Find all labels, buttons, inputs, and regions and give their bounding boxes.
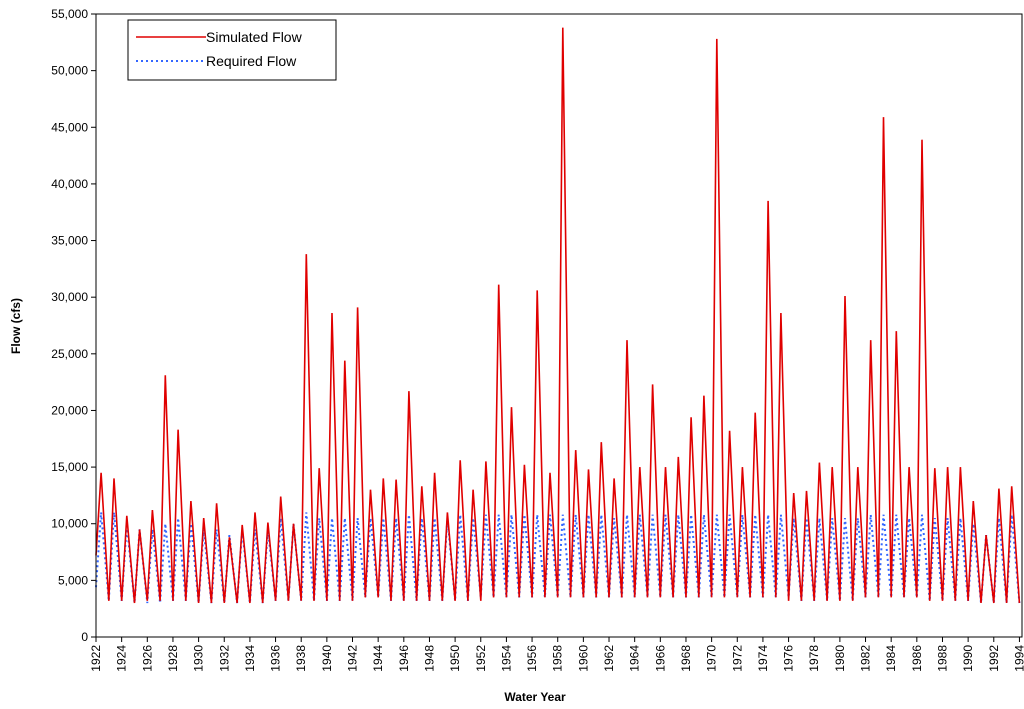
- x-tick-label: 1946: [397, 645, 411, 672]
- x-tick-label: 1992: [987, 645, 1001, 672]
- y-tick-label: 50,000: [51, 64, 88, 78]
- x-tick-label: 1952: [474, 645, 488, 672]
- x-tick-label: 1964: [628, 645, 642, 672]
- y-tick-label: 40,000: [51, 177, 88, 191]
- x-tick-label: 1986: [910, 645, 924, 672]
- y-tick-label: 5,000: [58, 573, 88, 587]
- x-tick-label: 1922: [89, 645, 103, 672]
- y-tick-label: 30,000: [51, 290, 88, 304]
- x-tick-label: 1928: [166, 645, 180, 672]
- x-tick-label: 1976: [782, 645, 796, 672]
- plot-frame: [95, 13, 1023, 638]
- y-tick-label: 10,000: [51, 517, 88, 531]
- x-tick-label: 1990: [961, 645, 975, 672]
- y-tick-label: 45,000: [51, 120, 88, 134]
- x-tick-label: 1924: [115, 645, 129, 672]
- x-tick-label: 1962: [602, 645, 616, 672]
- x-tick-label: 1930: [192, 645, 206, 672]
- x-tick-label: 1988: [935, 645, 949, 672]
- x-tick-label: 1936: [269, 645, 283, 672]
- x-tick-label: 1968: [679, 645, 693, 672]
- x-tick-label: 1970: [705, 645, 719, 672]
- x-tick-label: 1926: [140, 645, 154, 672]
- x-tick-label: 1944: [371, 645, 385, 672]
- x-tick-label: 1974: [756, 645, 770, 672]
- x-tick-label: 1994: [1012, 645, 1024, 672]
- x-tick-label: 1948: [422, 645, 436, 672]
- x-tick-label: 1958: [551, 645, 565, 672]
- y-tick-label: 55,000: [51, 7, 88, 21]
- y-axis-label: Flow (cfs): [9, 298, 23, 354]
- x-tick-label: 1934: [243, 645, 257, 672]
- legend-label: Simulated Flow: [206, 29, 303, 45]
- x-tick-label: 1960: [576, 645, 590, 672]
- y-tick-label: 0: [81, 630, 88, 644]
- x-tick-label: 1932: [217, 645, 231, 672]
- x-tick-label: 1938: [294, 645, 308, 672]
- series-line: [95, 27, 1021, 604]
- x-tick-label: 1942: [346, 645, 360, 672]
- y-tick-label: 20,000: [51, 403, 88, 417]
- x-tick-label: 1972: [730, 645, 744, 672]
- x-tick-label: 1978: [807, 645, 821, 672]
- x-tick-label: 1980: [833, 645, 847, 672]
- x-tick-label: 1982: [859, 645, 873, 672]
- x-tick-label: 1940: [320, 645, 334, 672]
- legend-box: [127, 19, 337, 81]
- legend-label: Required Flow: [206, 53, 297, 69]
- x-tick-label: 1984: [884, 645, 898, 672]
- x-tick-label: 1956: [525, 645, 539, 672]
- y-tick-label: 15,000: [51, 460, 88, 474]
- y-tick-label: 35,000: [51, 234, 88, 248]
- x-tick-label: 1966: [653, 645, 667, 672]
- x-tick-label: 1954: [499, 645, 513, 672]
- y-tick-label: 25,000: [51, 347, 88, 361]
- x-tick-label: 1950: [448, 645, 462, 672]
- x-axis-label: Water Year: [504, 690, 566, 704]
